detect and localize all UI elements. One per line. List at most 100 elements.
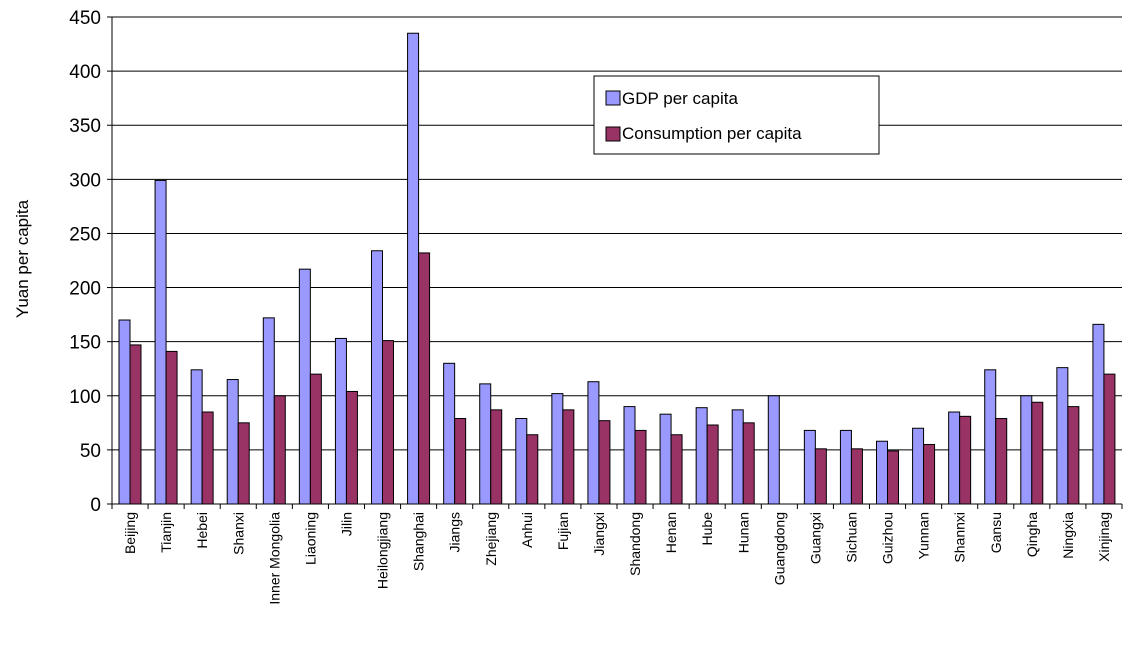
bar-gdp-guangxi (803, 429, 816, 505)
bar-consumption-xinjinag (1103, 373, 1116, 505)
bar-gdp-gansu (984, 369, 997, 505)
bar-gdp-shannxi (948, 411, 961, 505)
x-category-label-hube: Hube (699, 512, 715, 546)
bar-gdp-guangdong (767, 395, 780, 505)
x-category-label-hebei: Hebei (194, 512, 210, 549)
bar-consumption-yunnan (923, 443, 936, 505)
bar-gdp-jilin (334, 337, 347, 505)
bar-consumption-heilongjiang (382, 340, 394, 505)
y-tick-label-100: 100 (69, 387, 101, 408)
bar-consumption-tianjin (165, 350, 178, 505)
x-category-label-jilin: Jilin (339, 512, 355, 536)
x-category-label-anhui: Anhui (519, 512, 535, 548)
y-tick-label-300: 300 (69, 170, 101, 191)
bar-gdp-henan (659, 413, 672, 505)
y-tick-label-200: 200 (69, 279, 101, 300)
bar-consumption-jiangxi (598, 420, 611, 505)
bar-consumption-hunan (742, 422, 755, 505)
bar-gdp-tianjin (154, 179, 167, 505)
x-category-label-sichuan: Sichuan (844, 512, 860, 563)
legend-swatch-gdp (605, 90, 621, 106)
bar-consumption-fujian (562, 409, 575, 505)
x-category-label-gansu: Gansu (988, 512, 1004, 553)
bar-consumption-jiangs (454, 418, 467, 505)
x-category-label-henan: Henan (663, 512, 679, 553)
x-category-label-jiangs: Jiangs (447, 512, 463, 552)
x-category-label-liaoning: Liaoning (302, 512, 318, 565)
bar-gdp-shandong (623, 406, 636, 505)
x-category-label-inner-mongolia: Inner Mongolia (266, 512, 282, 605)
x-category-label-shannxi: Shannxi (952, 512, 968, 563)
bar-consumption-shannxi (959, 415, 972, 505)
bar-gdp-inner-mongolia (262, 317, 275, 505)
x-category-labels: Beijing Tianjin Hebei Shanxi Inner Mongolia L… (122, 512, 1112, 605)
bar-gdp-ningxia (1056, 367, 1069, 505)
bar-consumption-gansu (995, 418, 1008, 505)
bar-consumption-inner-mongolia (273, 395, 286, 505)
bar-gdp-guizhou (876, 440, 888, 505)
bar-consumption-beijing (129, 344, 142, 505)
bar-gdp-shanghai (407, 32, 420, 505)
y-axis-title: Yuan per capita (13, 199, 32, 318)
x-category-label-guangdong: Guangdong (771, 512, 787, 585)
y-tick-label-400: 400 (69, 62, 101, 83)
y-tick-label-250: 250 (69, 224, 101, 245)
y-tick-label-350: 350 (69, 116, 101, 137)
bars (118, 32, 1116, 505)
bar-gdp-jiangxi (587, 381, 600, 505)
x-category-label-guizhou: Guizhou (880, 512, 896, 564)
bar-consumption-sichuan (850, 448, 863, 505)
bar-consumption-hebei (201, 411, 214, 505)
bar-gdp-beijing (118, 319, 131, 505)
x-category-label-hunan: Hunan (735, 512, 751, 553)
x-category-label-qingha: Qingha (1024, 512, 1040, 557)
y-tick-label-0: 0 (90, 495, 101, 516)
axes (111, 17, 1123, 509)
legend-box (593, 75, 880, 155)
bar-consumption-qingha (1031, 401, 1044, 505)
bar-consumption-guangxi (814, 448, 827, 505)
x-category-label-shanxi: Shanxi (230, 512, 246, 555)
bar-gdp-hunan (731, 409, 744, 505)
bar-gdp-qingha (1020, 395, 1033, 505)
x-category-label-yunnan: Yunnan (916, 512, 932, 560)
bar-gdp-zhejiang (479, 383, 492, 505)
bar-consumption-anhui (526, 434, 539, 505)
bar-gdp-jiangs (443, 362, 456, 505)
y-tick-label-150: 150 (69, 333, 101, 354)
bar-gdp-sichuan (839, 429, 852, 505)
bar-consumption-shanxi (237, 422, 250, 505)
legend-label-consumption: Consumption per capita (622, 124, 802, 143)
bar-consumption-guizhou (887, 450, 899, 505)
bar-gdp-heilongjiang (371, 250, 383, 505)
bar-gdp-liaoning (298, 268, 311, 505)
y-tick-label-450: 450 (69, 8, 101, 29)
bar-consumption-hube (706, 424, 719, 505)
bar-gdp-hube (695, 407, 708, 505)
x-category-label-xinjinag: Xinjinag (1096, 512, 1112, 562)
legend-swatch-consumption (605, 126, 621, 142)
x-category-label-fujian: Fujian (555, 512, 571, 550)
bar-gdp-fujian (551, 393, 564, 505)
y-tick-label-50: 50 (80, 441, 101, 462)
legend-label-gdp: GDP per capita (622, 89, 738, 108)
bar-consumption-henan (670, 434, 683, 505)
x-category-label-heilongjiang: Heilongjiang (375, 512, 391, 589)
bar-gdp-shanxi (226, 379, 239, 505)
x-category-label-zhejiang: Zhejiang (483, 512, 499, 566)
x-category-label-jiangxi: Jiangxi (591, 512, 607, 556)
bar-consumption-shandong (634, 429, 647, 505)
bar-consumption-liaoning (309, 373, 322, 505)
x-category-label-ningxia: Ningxia (1060, 512, 1076, 559)
bar-consumption-shanghai (418, 252, 431, 505)
bar-gdp-anhui (515, 418, 528, 505)
bar-gdp-yunnan (912, 427, 925, 505)
bar-consumption-zhejiang (490, 409, 503, 505)
x-category-label-shandong: Shandong (627, 512, 643, 576)
bar-gdp-hebei (190, 369, 203, 505)
y-tick-labels: 0 50 100 150 200 250 300 350 400 450 (69, 8, 101, 516)
legend: GDP per capita Consumption per capita (593, 75, 880, 155)
x-category-label-beijing: Beijing (122, 512, 138, 554)
